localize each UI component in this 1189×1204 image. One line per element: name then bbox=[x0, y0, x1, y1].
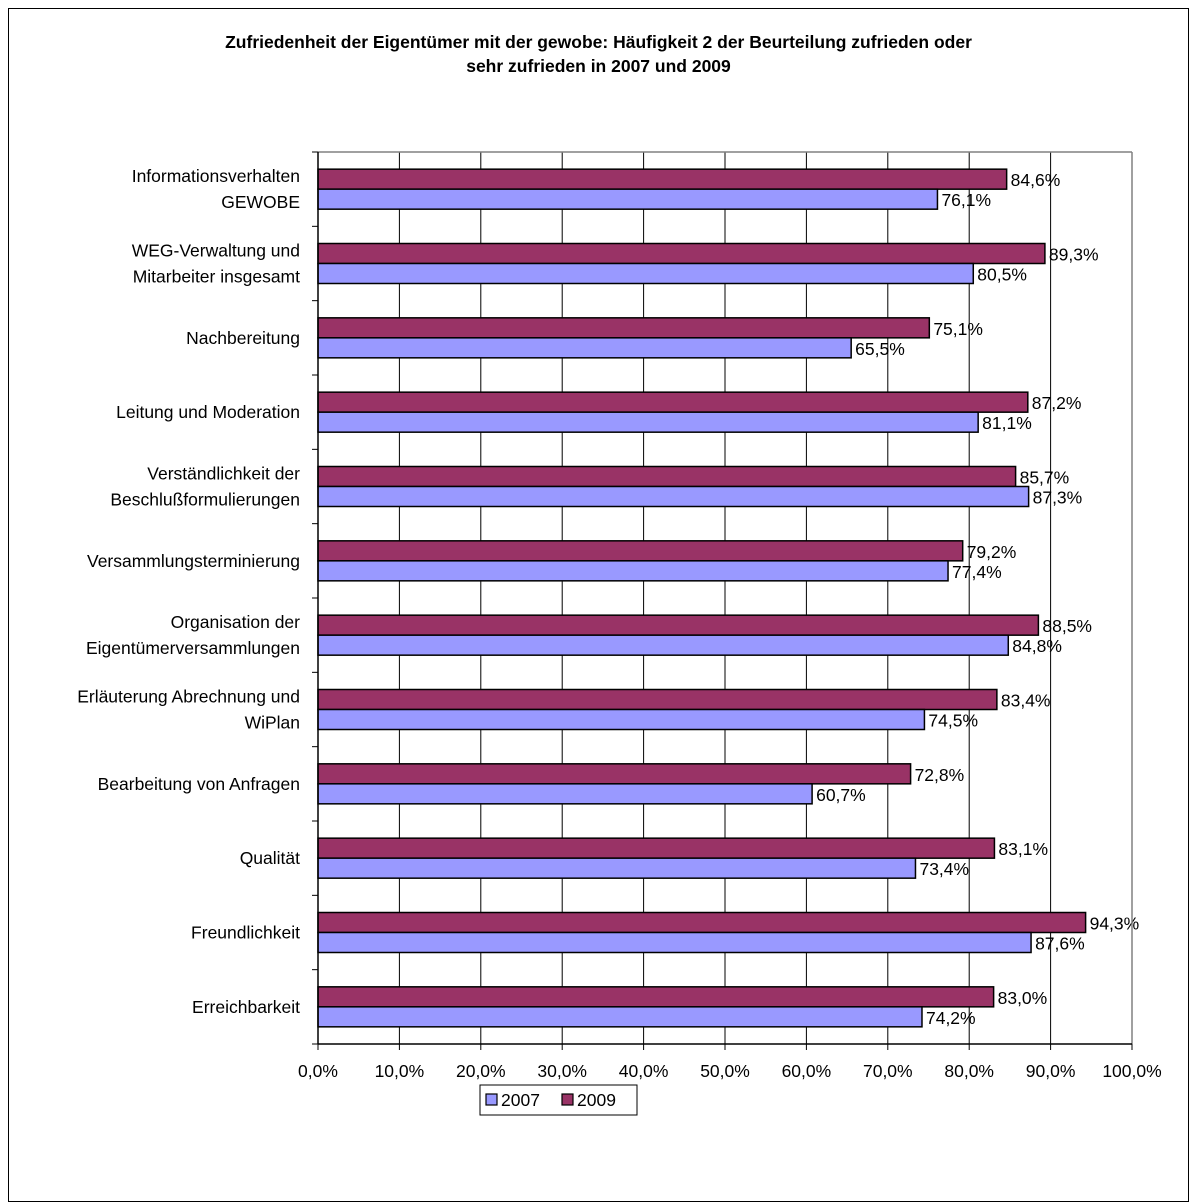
data-label-2009: 83,0% bbox=[998, 988, 1048, 1008]
bar-2007 bbox=[317, 708, 926, 731]
bar-2009 bbox=[317, 317, 931, 339]
bar-2007 bbox=[317, 262, 975, 285]
legend-swatch-2007 bbox=[485, 1093, 498, 1106]
bar-2007 bbox=[317, 188, 939, 210]
legend-swatch-2009 bbox=[561, 1093, 574, 1106]
bar-2009 bbox=[317, 168, 1008, 190]
data-label-2009: 94,3% bbox=[1090, 914, 1140, 934]
x-tick-label: 50,0% bbox=[700, 1061, 750, 1081]
chart-title-line-1: Zufriedenheit der Eigentümer mit der gew… bbox=[225, 32, 972, 52]
legend: 2007 2009 bbox=[479, 1084, 638, 1116]
data-label-2007: 60,7% bbox=[816, 785, 866, 805]
x-tick-label: 100,0% bbox=[1102, 1061, 1161, 1081]
bar-2007 bbox=[317, 411, 979, 433]
category-label: WEG-Verwaltung und bbox=[132, 241, 300, 261]
data-label-2007: 84,8% bbox=[1012, 636, 1062, 656]
legend-box bbox=[479, 1084, 638, 1116]
data-label-2009: 88,5% bbox=[1042, 616, 1092, 636]
bar-2007 bbox=[317, 783, 813, 805]
bar-2009 bbox=[317, 242, 1046, 265]
data-label-2007: 77,4% bbox=[952, 562, 1002, 582]
data-label-2009: 83,4% bbox=[1001, 691, 1051, 711]
category-label: Mitarbeiter insgesamt bbox=[133, 267, 300, 287]
data-label-2007: 80,5% bbox=[977, 265, 1027, 285]
axes: 0,0% 10,0% 20,0% 30,0% 40,0% 50,0% 60,0% 70,0% 8… bbox=[77, 151, 1162, 1081]
data-label-2007: 81,1% bbox=[982, 413, 1032, 433]
data-label-2009: 79,2% bbox=[967, 542, 1017, 562]
bar-2009 bbox=[317, 391, 1029, 413]
x-tick-label: 90,0% bbox=[1026, 1061, 1076, 1081]
category-label: Informationsverhalten bbox=[132, 166, 300, 186]
bar-2007 bbox=[317, 931, 1032, 954]
category-label: Organisation der bbox=[171, 612, 301, 632]
bars bbox=[317, 168, 1087, 1028]
bar-2009 bbox=[317, 688, 998, 711]
bar-2009 bbox=[317, 986, 995, 1008]
category-label: WiPlan bbox=[245, 713, 300, 733]
data-label-2007: 87,6% bbox=[1035, 934, 1085, 954]
chart-title: Zufriedenheit der Eigentümer mit der gew… bbox=[8, 30, 1189, 78]
category-label: Versammlungsterminierung bbox=[87, 551, 300, 571]
bar-2009 bbox=[317, 465, 1017, 488]
x-tick-label: 20,0% bbox=[456, 1061, 506, 1081]
legend-label-2009: 2009 bbox=[577, 1090, 616, 1110]
data-label-2007: 76,1% bbox=[941, 190, 991, 210]
data-label-2009: 87,2% bbox=[1032, 393, 1082, 413]
bar-2007 bbox=[317, 560, 949, 582]
bar-2009 bbox=[317, 837, 996, 859]
category-label: Qualität bbox=[240, 848, 300, 868]
x-tick-label: 10,0% bbox=[375, 1061, 425, 1081]
category-label: Erläuterung Abrechnung und bbox=[77, 687, 300, 707]
bar-2007 bbox=[317, 634, 1010, 656]
data-label-2009: 83,1% bbox=[998, 839, 1048, 859]
category-label: Leitung und Moderation bbox=[116, 402, 300, 422]
data-label-2009: 75,1% bbox=[933, 319, 983, 339]
category-label: GEWOBE bbox=[221, 192, 300, 212]
bar-2007 bbox=[317, 1006, 923, 1028]
legend-label-2007: 2007 bbox=[501, 1090, 540, 1110]
data-label-2007: 74,5% bbox=[928, 711, 978, 731]
category-label: Beschlußformulierungen bbox=[110, 490, 300, 510]
x-tick-label: 70,0% bbox=[863, 1061, 913, 1081]
data-label-2009: 85,7% bbox=[1020, 468, 1070, 488]
x-tick-label: 80,0% bbox=[944, 1061, 994, 1081]
chart-title-line-2: sehr zufrieden in 2007 und 2009 bbox=[466, 56, 731, 76]
x-tick-label: 40,0% bbox=[619, 1061, 669, 1081]
bar-2007 bbox=[317, 485, 1030, 508]
data-labels: 84,6% 76,1% 89,3% 80,5% 75,1% 65,5% 87,2%81,1%… bbox=[816, 170, 1139, 1028]
bar-2009 bbox=[317, 614, 1040, 636]
x-tick-label: 0,0% bbox=[298, 1061, 338, 1081]
category-label: Eigentümerversammlungen bbox=[86, 638, 300, 658]
data-label-2007: 65,5% bbox=[855, 339, 905, 359]
gridlines bbox=[398, 152, 1133, 1044]
bar-2009 bbox=[317, 540, 964, 562]
x-tick-label: 30,0% bbox=[537, 1061, 587, 1081]
data-label-2009: 84,6% bbox=[1011, 170, 1061, 190]
category-label: Erreichbarkeit bbox=[192, 997, 300, 1017]
bar-2009 bbox=[317, 911, 1087, 934]
data-label-2009: 72,8% bbox=[915, 765, 965, 785]
category-label: Nachbereitung bbox=[186, 328, 300, 348]
bar-2007 bbox=[317, 857, 917, 879]
bar-2009 bbox=[317, 763, 912, 785]
category-label: Bearbeitung von Anfragen bbox=[98, 774, 300, 794]
x-tick-label: 60,0% bbox=[782, 1061, 832, 1081]
data-label-2007: 74,2% bbox=[926, 1008, 976, 1028]
category-label: Freundlichkeit bbox=[191, 923, 300, 943]
data-label-2009: 89,3% bbox=[1049, 245, 1099, 265]
category-label: Verständlichkeit der bbox=[147, 464, 300, 484]
bar-2007 bbox=[317, 337, 852, 359]
data-label-2007: 73,4% bbox=[919, 859, 969, 879]
data-label-2007: 87,3% bbox=[1033, 488, 1083, 508]
